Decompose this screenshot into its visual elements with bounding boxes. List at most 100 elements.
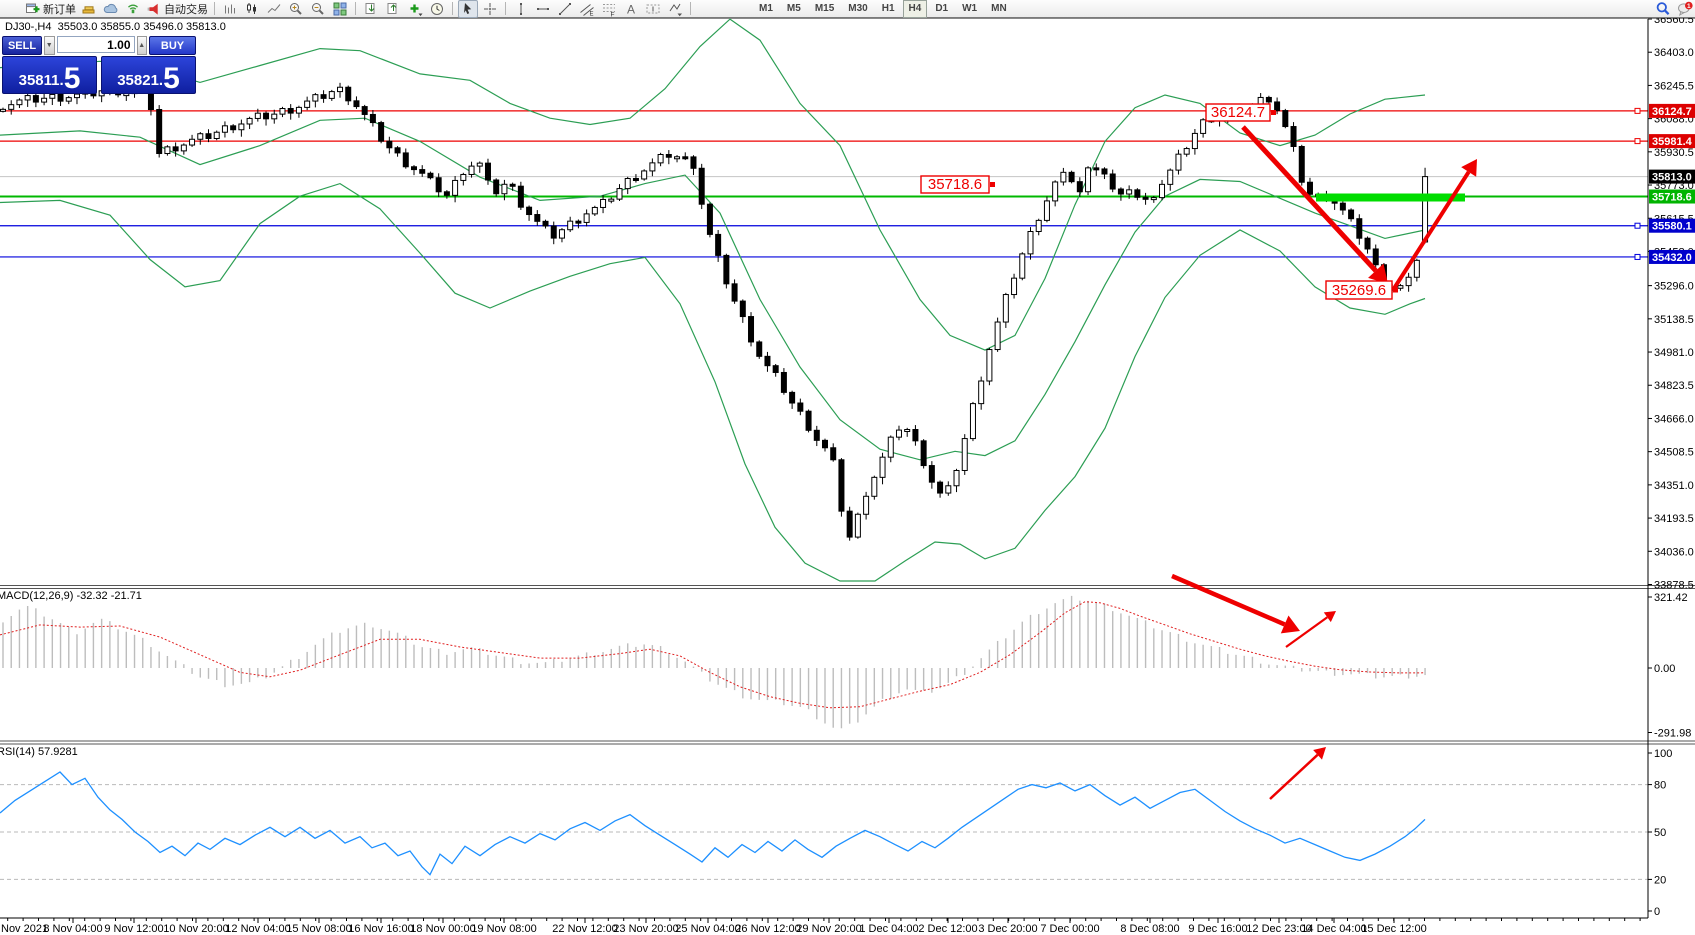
fibonacci-icon: F [603,3,615,17]
search-icon[interactable] [1653,0,1673,18]
price-badge-value: 35981.4 [1652,136,1693,148]
line-chart-icon[interactable] [264,0,284,18]
annotation-arrow[interactable] [1241,125,1378,273]
annotation-anchor[interactable] [1271,110,1276,115]
vertical-line-icon[interactable] [511,0,531,18]
annotation-arrowhead[interactable] [1323,611,1336,623]
sell-price-pip: 5 [63,62,81,96]
price-badge [1649,103,1695,118]
date-label: 12 Dec 23:00 [1246,923,1311,935]
template-icon[interactable] [361,0,381,18]
bar-chart-icon[interactable] [220,0,240,18]
annotation-arrow[interactable] [1269,753,1319,800]
tile-windows-icon[interactable] [330,0,350,18]
add-indicator-icon[interactable] [405,0,425,18]
bollinger-lower [0,182,1426,582]
timeframe-MN[interactable]: MN [991,2,1007,14]
signal-icon[interactable] [123,0,143,18]
horizontal-line-icon [537,7,549,10]
line-anchor[interactable] [1634,222,1641,229]
date-label: 1 Dec 04:00 [859,923,918,935]
channel-icon[interactable]: E [577,0,597,18]
text-tool-icon[interactable]: A [621,0,641,18]
green-highlight-bar[interactable] [1316,193,1465,202]
svg-text:F: F [611,11,615,17]
timeframe-H1[interactable]: H1 [881,2,895,14]
annotation-arrowhead[interactable] [1313,747,1326,760]
price-axis[interactable]: 36560.536403.036245.536088.035930.535773… [1647,14,1694,918]
date-label: 23 Nov 20:00 [613,923,678,935]
annotation-price-text: 35718.6 [928,176,982,193]
autotrade-button[interactable]: 自动交易 [145,0,209,18]
cloud-icon[interactable] [101,0,121,18]
tile-windows-icon [333,2,347,15]
fibonacci-icon[interactable]: F [599,0,619,18]
zoom-out-icon[interactable] [308,0,328,18]
quantity-increase-button[interactable]: ▲ [136,36,147,55]
axis-tick-label: 34981.0 [1654,347,1694,359]
axis-tick-label: 34036.0 [1654,546,1694,558]
annotation-arrow[interactable] [1285,616,1328,648]
macd-signal-line [0,601,1426,709]
annotation-anchor[interactable] [990,182,995,187]
annotation-arrow[interactable] [1391,170,1471,292]
annotation-anchor[interactable] [1393,287,1398,293]
line-anchor[interactable] [1634,138,1641,145]
price-badge [1649,134,1695,149]
candlestick-series [0,79,1429,541]
annotations[interactable]: 36124.7 35718.6 35269.6 [920,103,1477,800]
timeframe-M5[interactable]: M5 [786,2,801,14]
annotation-arrowhead[interactable] [1461,159,1477,177]
notifications-chat-icon[interactable]: 1 [1675,0,1695,18]
cursor-icon[interactable] [458,0,478,18]
annotation-arrowhead[interactable] [1280,615,1300,634]
date-label: 16 Nov 16:00 [348,923,413,935]
price-badge [1649,189,1695,204]
sell-button[interactable]: SELL [2,36,42,55]
quantity-input[interactable] [56,36,135,53]
candlestick-chart-icon[interactable] [242,0,262,18]
period-clock-icon[interactable] [427,0,447,18]
sell-price-panel[interactable]: 35811. 5 [2,56,97,94]
annotation-price-label[interactable] [1205,103,1271,122]
timeframe-W1[interactable]: W1 [962,2,978,14]
timeframe-D1[interactable]: D1 [935,2,949,14]
macd-indicator-label: MACD(12,26,9) -32.32 -21.71 [0,590,142,602]
annotation-arrow[interactable] [1171,573,1286,627]
profile-icon[interactable] [383,0,403,18]
text-tool-icon: A [627,2,635,16]
timeframe-M15[interactable]: M15 [814,2,835,14]
price-badge [1649,218,1695,233]
crosshair-icon[interactable] [480,0,500,18]
arrows-shapes-icon[interactable] [665,0,685,18]
macd-panel [0,595,1426,729]
timeframe-M1[interactable]: M1 [759,2,773,14]
buy-button[interactable]: BUY [149,36,196,55]
annotation-price-label[interactable] [920,175,990,194]
line-anchor[interactable] [1634,253,1641,260]
gold-bars-icon[interactable] [79,0,99,18]
text-label-icon[interactable] [643,0,663,18]
line-anchor[interactable] [1634,107,1641,114]
date-label: 18 Nov 00:00 [410,923,475,935]
buy-price-panel[interactable]: 35821. 5 [101,56,196,94]
vertical-line-icon [520,2,522,15]
date-label: 2 Dec 12:00 [918,923,977,935]
annotation-price-label[interactable] [1325,280,1393,300]
annotation-price-text: 36124.7 [1211,104,1265,121]
axis-tick-label: 34193.5 [1654,513,1694,525]
annotation-arrowhead[interactable] [1368,263,1388,284]
horizontal-line-icon[interactable] [533,0,553,18]
timeframe-M30[interactable]: M30 [848,2,868,14]
trendline-icon[interactable] [555,0,575,18]
date-label: 8 Nov 04:00 [43,923,102,935]
toolbar-overflow-chevron[interactable] [2,0,22,18]
timeframe-H4[interactable]: H4 [902,0,928,18]
toolbar-overflow-chevron [4,1,20,17]
rsi-line [0,771,1426,876]
zoom-in-icon[interactable] [286,0,306,18]
new-order-button[interactable]: 新订单 [24,0,77,18]
quantity-decrease-button[interactable]: ▼ [44,36,55,55]
